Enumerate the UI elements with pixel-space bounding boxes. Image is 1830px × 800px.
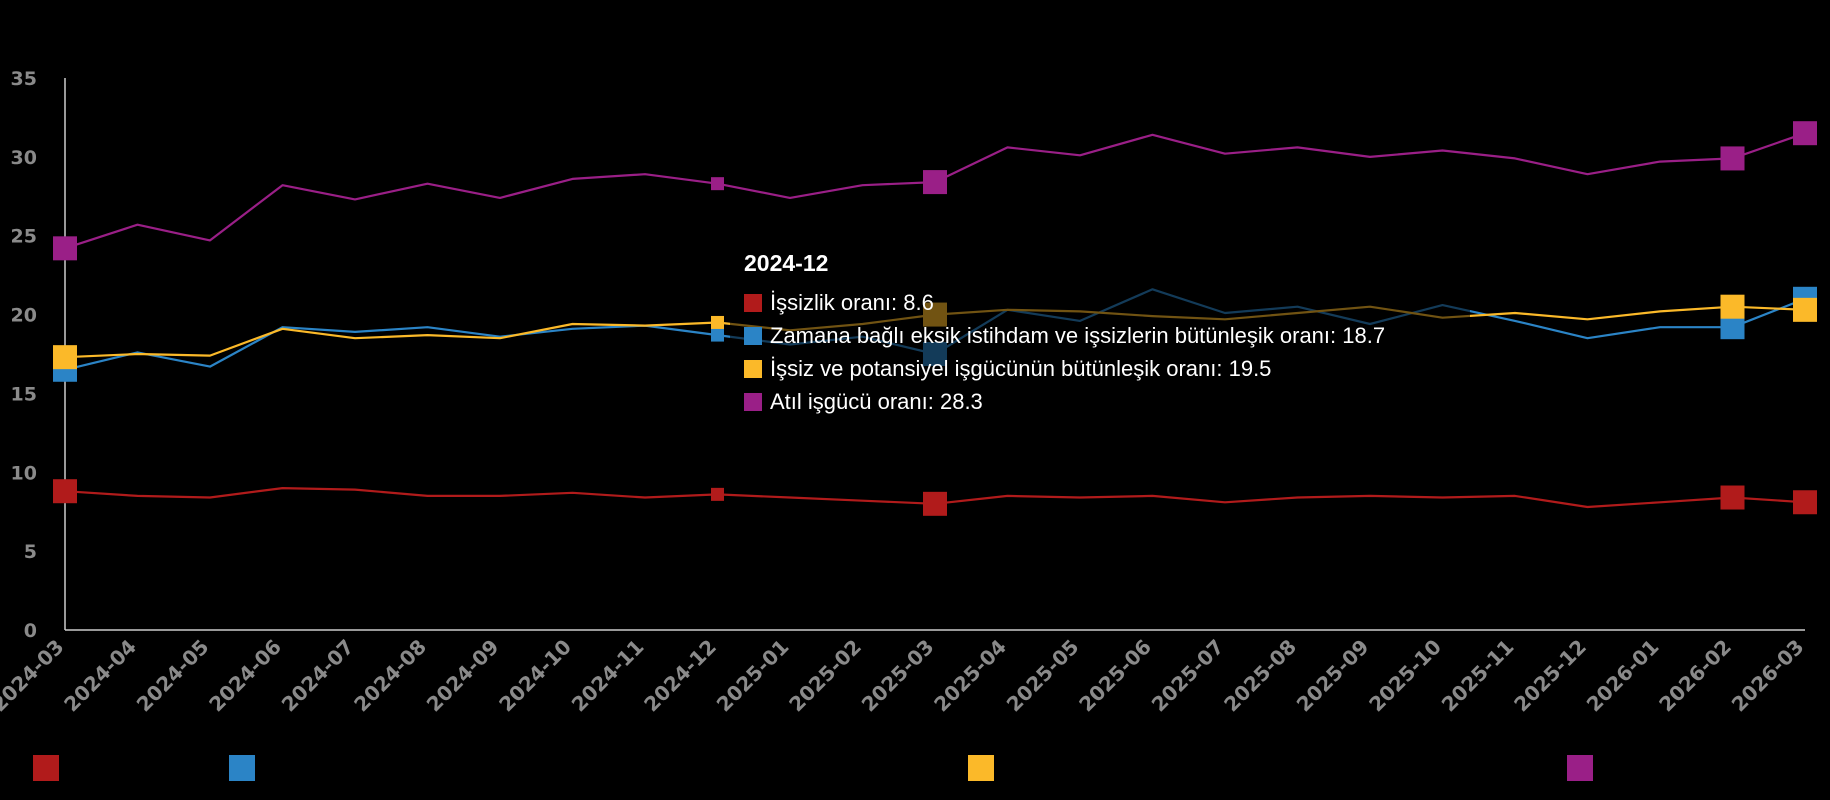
series-marker[interactable]	[1720, 315, 1745, 340]
y-axis-ticks: 0 5 10 15 20 25 30 35	[11, 68, 37, 642]
x-tick-label: 2024-03	[0, 635, 69, 717]
x-tick-label: 2025-02	[784, 635, 866, 717]
x-tick-label: 2025-04	[929, 635, 1011, 717]
x-tick-label: 2024-04	[59, 635, 141, 717]
tooltip-swatch	[744, 360, 762, 378]
legend-item-idle-labour[interactable]	[1567, 755, 1593, 781]
series-marker[interactable]	[1793, 121, 1817, 146]
x-tick-label: 2024-06	[204, 635, 286, 717]
series-markers	[53, 121, 1817, 516]
x-tick-label: 2025-08	[1219, 635, 1301, 717]
x-tick-label: 2026-02	[1654, 635, 1736, 717]
y-tick-label: 30	[11, 147, 37, 169]
hover-marker[interactable]	[711, 487, 724, 501]
tooltip-row-idle-labour: Atıl işgücü oranı: 28.3	[744, 389, 983, 415]
x-tick-label: 2024-07	[277, 635, 359, 717]
y-tick-label: 20	[11, 305, 37, 327]
x-tick-label: 2024-10	[494, 635, 576, 717]
x-tick-label: 2025-10	[1364, 635, 1446, 717]
tooltip-label: Zamana bağlı eksik istihdam ve işsizleri…	[770, 323, 1386, 348]
x-tick-label: 2024-12	[639, 635, 721, 717]
legend-item-underemployment[interactable]	[229, 755, 255, 781]
series-marker[interactable]	[53, 236, 77, 261]
legend-item-potential-labour[interactable]	[968, 755, 994, 781]
tooltip-swatch	[744, 327, 762, 345]
x-tick-label: 2024-08	[349, 635, 431, 717]
x-tick-label: 2025-03	[857, 635, 939, 717]
x-tick-label: 2025-12	[1509, 635, 1591, 717]
tooltip: 2024-12 İşsizlik oranı: 8.6 Zamana bağlı…	[730, 235, 1470, 430]
x-tick-label: 2025-05	[1002, 635, 1084, 717]
series-marker[interactable]	[1720, 146, 1745, 171]
x-tick-label: 2026-03	[1727, 635, 1809, 717]
x-tick-label: 2026-01	[1582, 635, 1664, 717]
series-marker[interactable]	[1720, 485, 1745, 510]
x-tick-label: 2024-09	[422, 635, 504, 717]
tooltip-row-underemployment: Zamana bağlı eksik istihdam ve işsizleri…	[744, 323, 1385, 349]
hover-marker[interactable]	[711, 315, 724, 329]
tooltip-row-potential-labour: İşsiz ve potansiyel işgücünün bütünleşik…	[744, 356, 1271, 382]
y-tick-label: 25	[11, 226, 37, 248]
y-tick-label: 15	[11, 383, 37, 405]
x-tick-label: 2025-11	[1437, 635, 1519, 717]
tooltip-label: İşsiz ve potansiyel işgücünün bütünleşik…	[770, 356, 1272, 381]
series-marker[interactable]	[1720, 294, 1745, 319]
y-tick-label: 10	[11, 462, 37, 484]
series-marker[interactable]	[1793, 297, 1817, 322]
series-marker[interactable]	[923, 170, 947, 195]
tooltip-swatch	[744, 294, 762, 312]
x-tick-label: 2024-11	[567, 635, 649, 717]
tooltip-title: 2024-12	[744, 250, 829, 276]
x-tick-label: 2025-09	[1292, 635, 1374, 717]
y-tick-label: 35	[11, 68, 37, 90]
hover-marker[interactable]	[711, 328, 724, 342]
x-tick-label: 2024-05	[132, 635, 214, 717]
tooltip-swatch	[744, 393, 762, 411]
series-marker[interactable]	[1793, 490, 1817, 515]
tooltip-label: Atıl işgücü oranı: 28.3	[770, 389, 983, 414]
legend-item-unemployment[interactable]	[33, 755, 59, 781]
x-tick-label: 2025-01	[712, 635, 794, 717]
series-marker[interactable]	[923, 491, 947, 516]
x-tick-label: 2025-07	[1147, 635, 1229, 717]
hover-marker[interactable]	[711, 177, 724, 191]
tooltip-row-unemployment: İşsizlik oranı: 8.6	[744, 290, 934, 316]
series-marker[interactable]	[53, 345, 77, 370]
y-tick-label: 5	[24, 541, 37, 563]
x-tick-label: 2025-06	[1074, 635, 1156, 717]
y-tick-label: 0	[24, 620, 37, 642]
x-axis-ticks: 2024-032024-042024-052024-062024-072024-…	[0, 635, 1809, 717]
tooltip-label: İşsizlik oranı: 8.6	[770, 290, 934, 315]
series-marker[interactable]	[53, 479, 77, 504]
